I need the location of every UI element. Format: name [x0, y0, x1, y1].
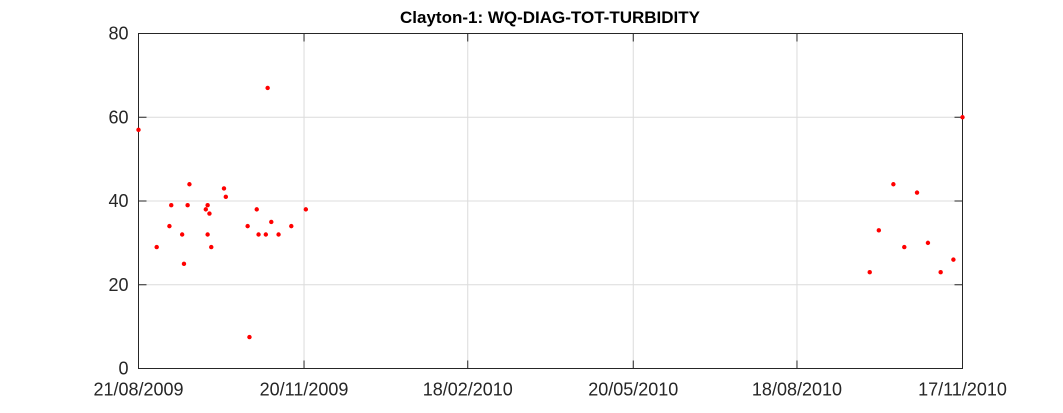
- data-point: [187, 182, 192, 187]
- data-point: [203, 207, 209, 212]
- x-tick-label: 17/11/2010: [918, 380, 1007, 400]
- x-tick-label: 21/08/2009: [93, 380, 183, 400]
- data-point: [167, 223, 172, 229]
- data-point: [207, 211, 212, 216]
- grid-layer: [138, 33, 963, 369]
- data-point: [209, 244, 214, 250]
- y-tick-label: 40: [108, 191, 128, 211]
- data-point: [223, 194, 229, 200]
- x-tick-label: 18/08/2010: [752, 380, 842, 400]
- data-point: [205, 202, 210, 208]
- y-tick-label: 60: [108, 107, 128, 127]
- data-point: [169, 202, 174, 208]
- data-point: [303, 207, 309, 212]
- data-point: [876, 228, 882, 233]
- data-point: [205, 232, 210, 237]
- data-point: [154, 244, 159, 250]
- y-tick-label: 0: [118, 359, 128, 379]
- data-point: [938, 269, 943, 275]
- data-point: [891, 182, 896, 187]
- data-point: [269, 219, 274, 225]
- y-tick-label: 80: [108, 24, 128, 44]
- data-point: [265, 85, 270, 91]
- x-tick-label: 20/11/2009: [260, 380, 349, 400]
- data-point: [256, 232, 261, 237]
- data-point: [179, 232, 185, 237]
- data-point: [245, 223, 250, 229]
- data-point: [914, 190, 920, 195]
- data-point: [867, 269, 872, 275]
- y-tick-label: 20: [108, 275, 128, 295]
- data-point: [276, 232, 281, 237]
- data-point: [902, 244, 907, 250]
- data-point: [136, 127, 141, 133]
- data-point: [247, 334, 252, 340]
- data-point: [221, 186, 227, 191]
- data-point: [254, 207, 259, 212]
- data-point: [951, 257, 956, 262]
- x-tick-label: 18/02/2010: [423, 380, 513, 400]
- chart-title: Clayton-1: WQ-DIAG-TOT-TURBIDITY: [400, 8, 701, 27]
- data-point: [289, 223, 294, 229]
- data-point: [181, 261, 187, 267]
- data-point: [263, 232, 269, 237]
- data-point: [960, 115, 965, 120]
- ticks-layer: 21/08/2009 20/11/2009 18/02/2010 20/05/2010…: [93, 24, 1006, 400]
- data-point: [925, 240, 931, 246]
- x-tick-label: 20/05/2010: [588, 380, 678, 400]
- data-point: [185, 202, 190, 208]
- points-layer: [136, 85, 965, 340]
